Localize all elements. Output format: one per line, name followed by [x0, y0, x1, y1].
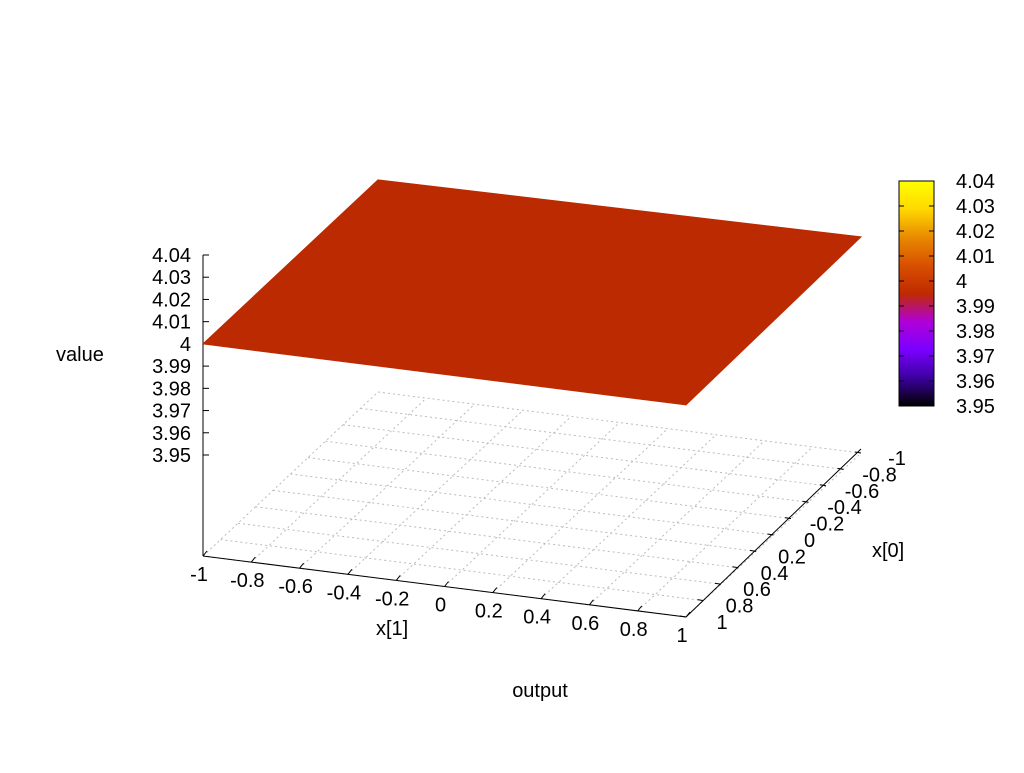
x-tick-mark [250, 556, 256, 563]
colorbar-tick-label: 4.04 [956, 171, 995, 193]
colorbar-tick-label: 3.97 [956, 346, 995, 368]
x-tick-label: -0.6 [278, 576, 312, 598]
x-tick-label: 0 [435, 595, 446, 617]
y-axis-label: x[0] [872, 540, 904, 562]
x-axis-label: x[1] [376, 618, 408, 640]
y-tick-label: 0.6 [743, 579, 771, 601]
y-tick-label: -0.2 [810, 514, 844, 536]
y-tick-label: -0.6 [845, 481, 879, 503]
grid-line-y [237, 522, 722, 585]
colorbar-tick-label: 3.96 [956, 371, 995, 393]
x-tick-label: -0.4 [327, 582, 361, 604]
grid-line-x [395, 416, 572, 581]
y-tick-mark [749, 549, 757, 552]
grid-line-y [377, 391, 862, 454]
y-tick-mark [714, 582, 722, 585]
x-tick-label: 0.6 [571, 613, 599, 635]
y-tick-mark [697, 599, 704, 602]
y-tick-mark [802, 500, 809, 503]
y-tick-mark [784, 517, 792, 520]
x-tick-mark [637, 605, 643, 612]
y-tick-label: 0.4 [761, 563, 789, 585]
grid-line-x [250, 397, 427, 563]
z-tick-label: 4.01 [152, 312, 191, 334]
colorbar-tick-label: 4 [956, 271, 967, 293]
surface-plane [201, 179, 863, 406]
y-tick-label: 1 [716, 612, 727, 634]
x-tick-mark [202, 550, 208, 557]
z-tick-label: 3.95 [152, 445, 191, 467]
colorbar-gradient [898, 180, 935, 407]
y-tick-mark [819, 484, 827, 487]
grid-line-x [637, 446, 814, 612]
colorbar-tick-label: 3.99 [956, 296, 995, 318]
y-tick-label: -0.8 [862, 464, 896, 486]
x-tick-mark [589, 599, 594, 606]
grid-line-y [360, 407, 844, 470]
y-tick-mark [837, 467, 844, 470]
grid-line-x [444, 422, 620, 587]
x-tick-label: -0.2 [375, 588, 409, 610]
grid-line-y [272, 489, 757, 552]
y-tick-mark [732, 566, 739, 569]
axes [202, 254, 862, 618]
colorbar-tick-label: 3.95 [956, 396, 995, 418]
y-tick-label: -1 [888, 448, 906, 470]
colorbar: 3.95 3.96 3.97 3.98 3.99 4 4.01 4.02 4.03 4.04 [898, 171, 995, 418]
y-tick-mark [854, 451, 862, 454]
y-tick-label: 0.2 [778, 546, 806, 568]
surface-layer [201, 179, 863, 406]
grid-line-x [492, 428, 669, 593]
x-tick-mark [395, 575, 401, 581]
z-tick-label: 4.04 [152, 245, 191, 267]
z-axis-label: value [56, 344, 104, 366]
grid-line-x [589, 440, 765, 606]
x-tick-label: 0.4 [523, 607, 551, 629]
y-tick-mark [679, 615, 687, 618]
x-tick-mark [685, 611, 691, 618]
z-tick-label: 4.03 [152, 267, 191, 289]
y-tick-label: 0 [804, 530, 815, 552]
grid-line-y [325, 440, 809, 503]
colorbar-tick-label: 4.03 [956, 196, 995, 218]
colorbar-tick-label: 3.98 [956, 321, 995, 343]
y-tick-mark [767, 533, 774, 536]
y-axis-line [685, 448, 862, 618]
x-tick-label: 0.8 [620, 619, 648, 641]
y-tick-label: -0.4 [827, 497, 861, 519]
grid-line-x [299, 403, 475, 569]
tick-labels: 3.953.963.973.983.9944.014.024.034.04-1-… [152, 245, 906, 647]
grid-line-y [220, 539, 704, 602]
x-tick-label: 1 [676, 625, 687, 647]
x-tick-mark [492, 587, 498, 593]
grid-line-y [290, 473, 774, 536]
base-grid [202, 391, 862, 618]
z-tick-label: 3.97 [152, 401, 191, 423]
x-tick-mark [347, 568, 353, 575]
z-tick-label: 3.99 [152, 356, 191, 378]
chart-title: output [512, 680, 568, 702]
x-tick-mark [540, 593, 546, 600]
z-tick-label: 4.02 [152, 289, 191, 311]
z-tick-label: 4 [180, 334, 191, 356]
x-tick-mark [444, 581, 449, 587]
y-tick-label: 0.8 [726, 596, 754, 618]
x-tick-mark [299, 562, 304, 569]
grid-line-y [255, 506, 739, 569]
colorbar-tick-label: 4.01 [956, 246, 995, 268]
grid-line-y [342, 424, 827, 487]
x-tick-label: 0.2 [475, 601, 503, 623]
z-tick-label: 3.98 [152, 378, 191, 400]
x-tick-label: -1 [190, 564, 208, 586]
x-tick-label: -0.8 [230, 570, 264, 592]
grid-line-y [307, 457, 792, 520]
colorbar-tick-label: 4.02 [956, 221, 995, 243]
z-tick-label: 3.96 [152, 423, 191, 445]
